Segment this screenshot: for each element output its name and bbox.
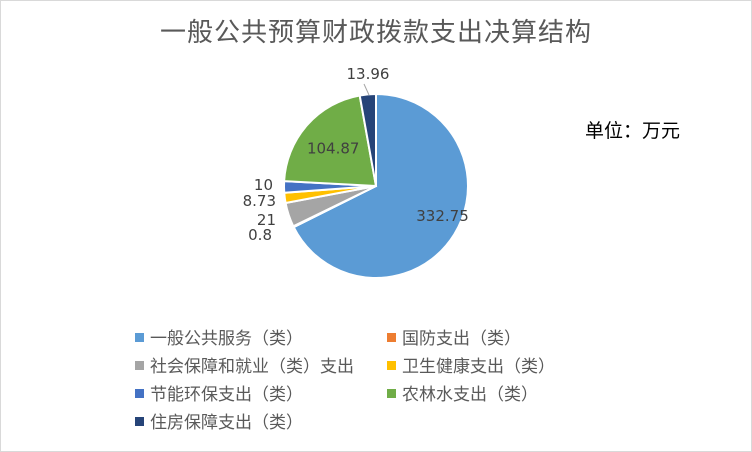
data-label-4: 8.73 (243, 192, 276, 210)
chart-title: 一般公共预算财政拨款支出决算结构 (159, 18, 592, 48)
data-label-7: 13.96 (347, 65, 390, 83)
unit-note: 单位：万元 (585, 120, 681, 142)
leader-line (363, 83, 370, 96)
pie-slice-1 (292, 92, 469, 279)
data-label-1: 332.75 (416, 207, 469, 225)
data-label-5: 10 (254, 176, 273, 194)
data-label-3: 21 (257, 211, 276, 229)
pie-slice-6 (283, 94, 378, 188)
pie-slice-7 (358, 92, 377, 187)
data-label-6: 104.87 (307, 139, 360, 157)
data-label-2: 0.8 (248, 226, 272, 244)
